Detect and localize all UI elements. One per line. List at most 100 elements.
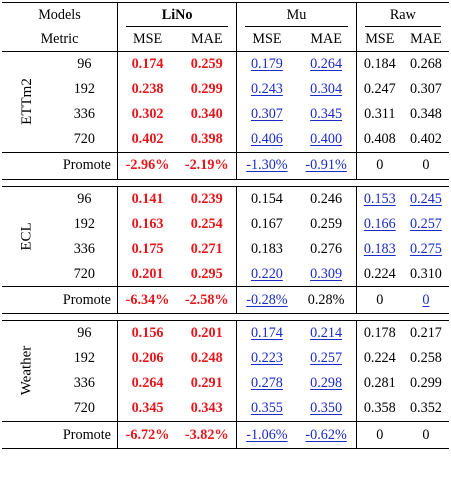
value-text: 0.245 — [409, 190, 442, 207]
value-cell: 0.156 — [116, 320, 178, 347]
dataset-label-cell: ECL — [2, 185, 52, 287]
horizon-cell: 96 — [51, 185, 118, 212]
table-row: 720 0.402 0.398 0.406 0.400 0.408 0.402 — [2, 126, 449, 153]
value-cell: 0.163 — [116, 211, 178, 237]
value-text: 0.179 — [250, 56, 283, 73]
table-row: 336 0.264 0.291 0.278 0.298 0.281 0.299 — [2, 370, 449, 396]
promote-value: 0 — [376, 292, 384, 309]
value-text: 0.239 — [190, 190, 223, 207]
promote-cell: -1.06% — [236, 420, 297, 449]
header-row-models: Models LiNo Mu Raw — [2, 2, 449, 27]
value-cell: 0.355 — [236, 395, 297, 422]
value-text: 0.358 — [363, 400, 396, 417]
dataset-label: ECL — [18, 222, 35, 251]
value-cell: 0.304 — [297, 77, 357, 102]
value-text: 0.141 — [131, 190, 164, 207]
value-cell: 0.184 — [355, 50, 403, 77]
promote-row: Promote -6.34% -2.58% -0.28% 0.28% 0 0 — [2, 286, 449, 314]
promote-cell: -2.96% — [116, 151, 178, 180]
value-cell: 0.352 — [403, 396, 449, 421]
value-text: 0.343 — [190, 400, 223, 417]
dataset-label: Weather — [18, 346, 35, 396]
value-text: 0.352 — [409, 400, 442, 417]
value-text: 0.166 — [363, 215, 396, 232]
value-text: 0.259 — [190, 56, 223, 73]
value-cell: 0.247 — [355, 76, 403, 102]
value-cell: 0.310 — [403, 261, 449, 286]
value-cell: 0.245 — [402, 185, 449, 212]
value-text: 0.220 — [250, 265, 283, 282]
promote-cell: 0.28% — [296, 286, 357, 314]
value-cell: 0.400 — [297, 127, 357, 152]
value-cell: 0.178 — [355, 320, 403, 347]
horizon-cell: 720 — [73, 265, 95, 282]
promote-cell: 0 — [402, 420, 449, 449]
value-text: 0.248 — [190, 350, 223, 367]
value-cell: 0.271 — [177, 236, 237, 261]
value-text: 0.348 — [409, 106, 442, 123]
value-text: 0.291 — [190, 375, 223, 392]
value-text: 0.302 — [131, 106, 164, 123]
metric-header: MAE — [410, 30, 442, 47]
promote-value: 0 — [376, 426, 384, 443]
value-cell: 0.217 — [402, 320, 449, 347]
value-cell: 0.259 — [297, 211, 357, 236]
promote-value: -3.82% — [184, 426, 229, 443]
value-text: 0.153 — [363, 190, 396, 207]
value-text: 0.402 — [409, 131, 442, 148]
table-row: ETTm2 96 0.174 0.259 0.179 0.264 0.184 0.268 — [2, 50, 449, 153]
value-cell: 0.299 — [403, 371, 449, 396]
promote-cell: -0.91% — [296, 151, 357, 180]
value-cell: 0.291 — [177, 371, 237, 396]
value-cell: 0.402 — [403, 127, 449, 152]
dataset-label: ETTm2 — [18, 78, 35, 126]
value-cell: 0.307 — [403, 77, 449, 102]
value-text: 0.355 — [250, 400, 283, 417]
table-row: 192 0.238 0.299 0.243 0.304 0.247 0.307 — [2, 76, 449, 102]
value-text: 0.398 — [190, 131, 223, 148]
value-text: 0.275 — [409, 240, 442, 257]
metric-header: MSE — [355, 27, 403, 52]
value-text: 0.217 — [409, 325, 442, 342]
promote-cell: -6.34% — [116, 286, 178, 314]
promote-value: 0 — [422, 292, 430, 309]
horizon-cell: 720 — [73, 131, 95, 148]
promote-value: -1.06% — [246, 426, 288, 443]
value-text: 0.299 — [409, 375, 442, 392]
value-text: 0.174 — [250, 325, 283, 342]
promote-value: -6.34% — [125, 292, 170, 309]
value-text: 0.299 — [190, 81, 223, 98]
promote-row: Promote -6.72% -3.82% -1.06% -0.62% 0 0 — [2, 420, 449, 449]
value-text: 0.340 — [190, 106, 223, 123]
value-text: 0.243 — [250, 81, 283, 98]
promote-value: 0 — [422, 426, 430, 443]
value-text: 0.276 — [310, 240, 343, 257]
group-label-raw: Raw — [389, 6, 416, 23]
value-text: 0.402 — [131, 131, 164, 148]
table-row: 336 0.175 0.271 0.183 0.276 0.183 0.275 — [2, 236, 449, 262]
value-text: 0.264 — [131, 375, 164, 392]
value-cell: 0.224 — [355, 261, 403, 287]
metric-header: MAE — [190, 30, 223, 47]
value-text: 0.178 — [363, 325, 396, 342]
value-text: 0.201 — [190, 325, 223, 342]
group-header-mu: Mu — [236, 2, 357, 27]
group-label-mu: Mu — [286, 6, 307, 23]
value-cell: 0.268 — [402, 50, 449, 77]
table-row: 192 0.206 0.248 0.223 0.257 0.224 0.258 — [2, 346, 449, 371]
value-cell: 0.311 — [355, 101, 403, 127]
value-text: 0.183 — [363, 240, 396, 257]
value-text: 0.257 — [310, 350, 343, 367]
value-text: 0.183 — [250, 240, 283, 257]
value-cell: 0.254 — [177, 211, 237, 236]
value-cell: 0.223 — [236, 346, 297, 371]
value-cell: 0.183 — [355, 236, 403, 262]
table-row: 720 0.201 0.295 0.220 0.309 0.224 0.310 — [2, 261, 449, 287]
value-text: 0.264 — [310, 56, 343, 73]
value-cell: 0.275 — [403, 236, 449, 261]
promote-value: -2.96% — [125, 157, 170, 174]
value-text: 0.309 — [310, 265, 343, 282]
value-cell: 0.343 — [177, 396, 237, 421]
promote-cell: -1.30% — [236, 151, 297, 180]
value-cell: 0.406 — [236, 126, 297, 153]
